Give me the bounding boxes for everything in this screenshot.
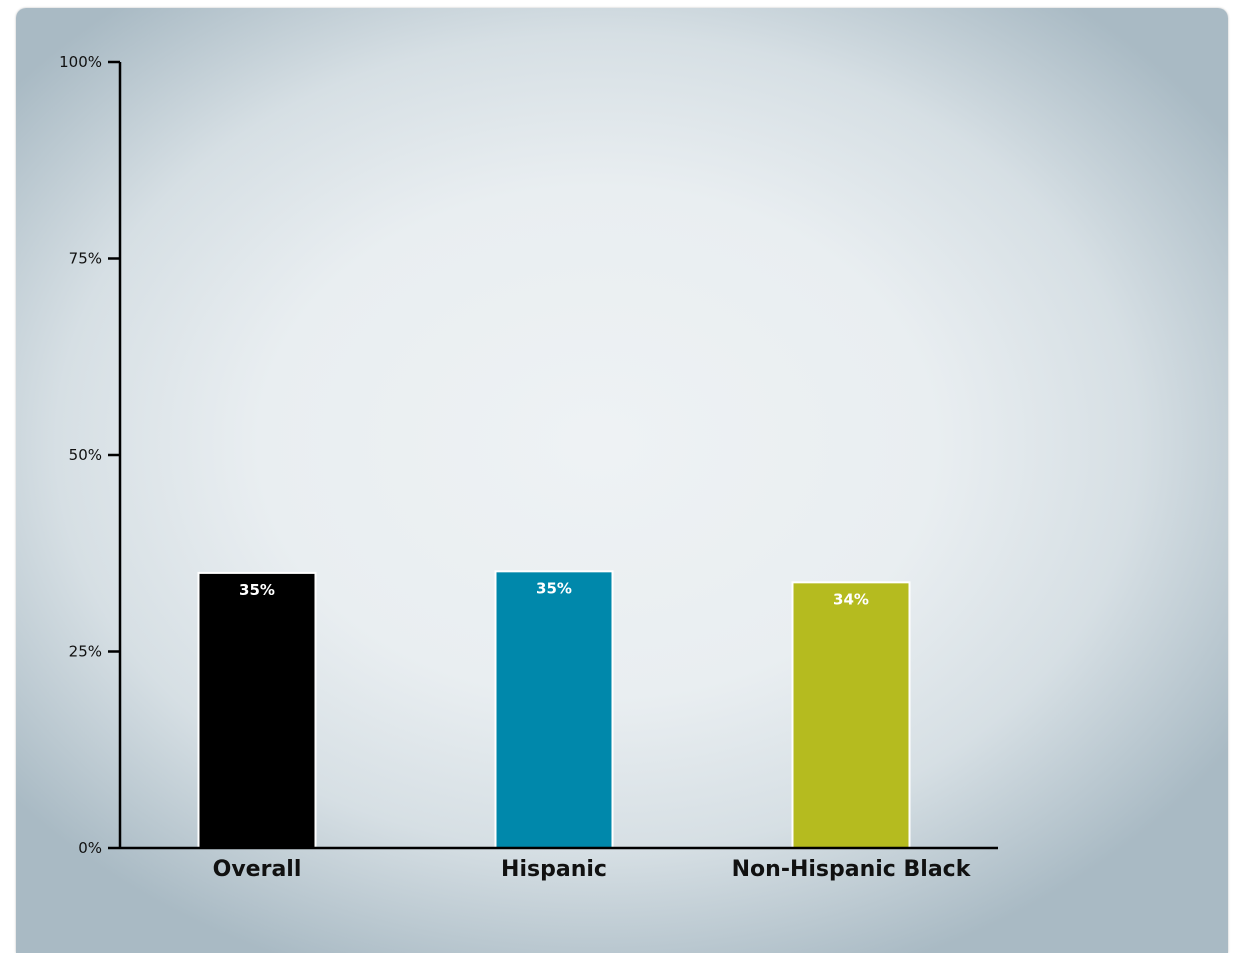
y-ticks: 0% 25% 50% 75% 100%	[59, 53, 120, 857]
bar-overall	[197, 571, 317, 850]
bar-non-hispanic-black	[791, 581, 911, 849]
bar-value-label: 35%	[239, 581, 275, 599]
x-category-label: Non-Hispanic Black	[732, 857, 972, 882]
y-tick-label: 50%	[69, 446, 102, 464]
x-category-label: Hispanic	[501, 857, 607, 882]
bar-hispanic	[494, 570, 614, 849]
bar-value-label: 35%	[536, 579, 572, 597]
y-tick-label: 0%	[78, 839, 102, 857]
bar-value-label: 34%	[833, 590, 869, 608]
category-labels: Overall Hispanic Non-Hispanic Black	[213, 857, 972, 882]
y-tick-label: 75%	[69, 250, 102, 268]
y-tick-label: 100%	[59, 53, 102, 71]
x-category-label: Overall	[213, 857, 302, 882]
bars: 35% 35% 34%	[197, 570, 911, 850]
y-tick-label: 25%	[69, 643, 102, 661]
